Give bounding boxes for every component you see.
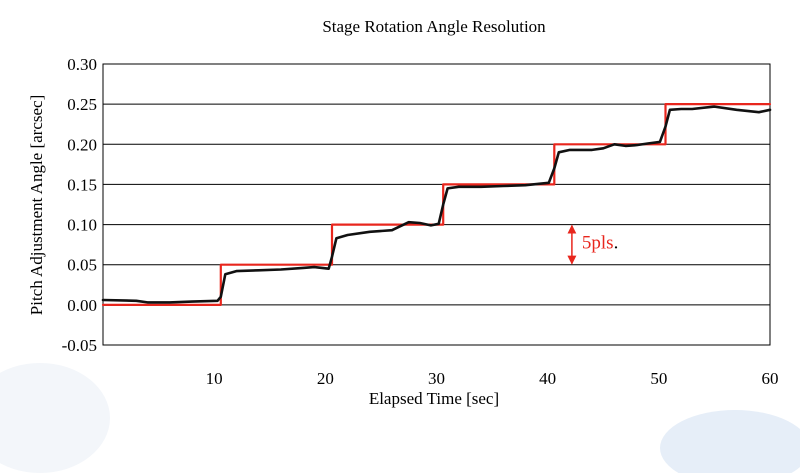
y-tick-label: 0.10 [67,216,97,235]
x-tick-label: 40 [539,369,556,388]
y-axis-title: Pitch Adjustment Angle [arcsec] [27,95,46,315]
x-axis-title: Elapsed Time [sec] [369,389,499,408]
x-tick-label: 30 [428,369,445,388]
grid-lines [103,63,770,346]
step-size-label-text: 5pls [582,233,614,254]
series-lines [101,102,772,306]
y-tick-label: 0.15 [67,175,97,194]
y-tick-label: 0.30 [67,55,97,74]
x-tick-label: 50 [650,369,667,388]
y-tick-label: 0.00 [67,296,97,315]
annotations: 5pls. [567,224,618,265]
y-tick-label: 0.20 [67,135,97,154]
x-tick-label: 10 [206,369,223,388]
y-tick-label: -0.05 [62,336,97,355]
commanded-step-line [101,102,772,306]
x-tick-labels: 10 20 30 40 50 60 [206,369,779,388]
background-blob-right [660,410,800,473]
y-tick-label: 0.25 [67,95,97,114]
measured-angle-line [101,105,772,304]
background-blob-left [0,363,110,473]
chart-title: Stage Rotation Angle Resolution [322,17,546,36]
step-size-label: 5pls. [582,233,618,254]
plot-area-frame [102,63,771,346]
x-tick-label: 60 [762,369,779,388]
step-size-label-suffix: . [614,233,619,254]
y-tick-label: 0.05 [67,256,97,275]
x-tick-label: 20 [317,369,334,388]
y-tick-labels: -0.05 0.00 0.05 0.10 0.15 0.20 0.25 0.30 [62,55,97,355]
